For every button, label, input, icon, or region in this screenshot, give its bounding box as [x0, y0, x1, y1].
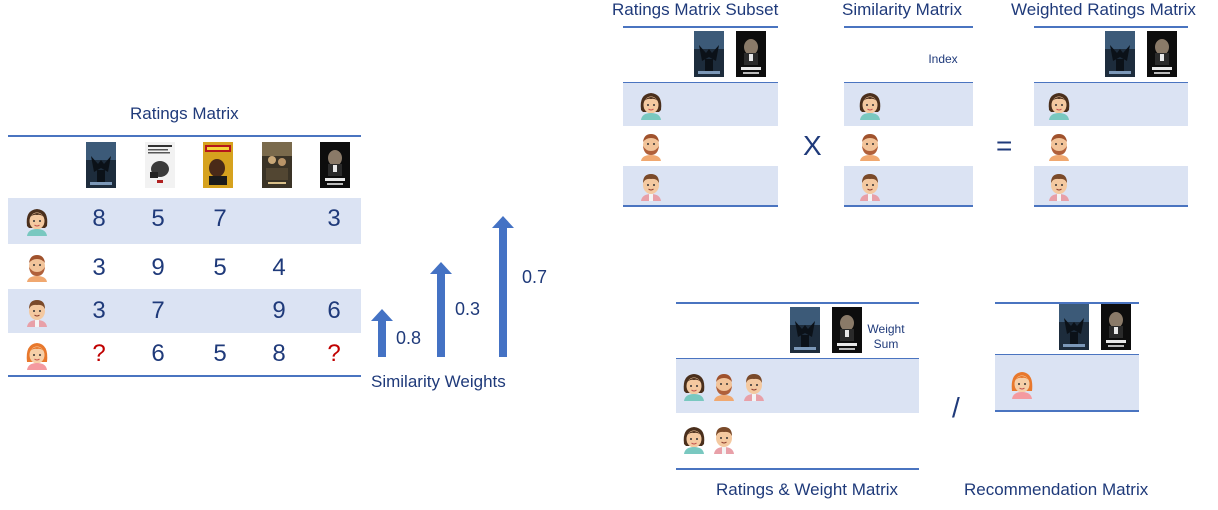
poster-godfather-icon: [1147, 31, 1177, 77]
poster-lotr-icon: [262, 142, 292, 188]
ratings-matrix-top-line: [8, 135, 361, 137]
rec-top-line: [995, 302, 1139, 304]
rating-cell: 4: [272, 254, 286, 281]
rw-bottom-line: [676, 468, 919, 470]
index-label: Index: [928, 52, 958, 66]
rating-cell: 8: [272, 340, 286, 367]
weight-value: 0.8: [396, 328, 422, 348]
weight-sum-label: Weight Sum: [862, 322, 910, 352]
poster-batman-icon: [694, 31, 724, 77]
rating-cell: 7: [151, 297, 165, 324]
weighted-bottom-line: [1034, 205, 1188, 207]
poster-godfather-icon: [1101, 304, 1131, 350]
avatar-man-beard-icon: [710, 371, 738, 401]
avatar-woman-dark-icon: [856, 90, 884, 120]
weighted-matrix-title: Weighted Ratings Matrix: [1011, 0, 1196, 19]
weight-arrow-2: [430, 262, 452, 357]
weight-value: 0.7: [522, 267, 548, 287]
rating-cell: 5: [151, 205, 165, 232]
avatar-woman-dark-icon: [680, 371, 708, 401]
rating-cell: 6: [151, 340, 165, 367]
similarity-weights-label: Similarity Weights: [371, 372, 506, 391]
weight-arrow-3: [492, 216, 514, 357]
rating-cell: 5: [213, 340, 227, 367]
avatar-woman-dark-icon: [1045, 90, 1073, 120]
poster-pulp-fiction-icon: [203, 142, 233, 188]
ratings-matrix-title: Ratings Matrix: [130, 104, 239, 123]
ratings-row-band-1: [8, 198, 361, 244]
weight-sum-line1: Weight: [867, 322, 905, 336]
rec-bottom-line: [995, 410, 1139, 412]
poster-batman-icon: [1059, 304, 1089, 350]
similarity-header-line: [844, 82, 973, 84]
weight-arrow-1: [371, 309, 393, 357]
subset-title: Ratings Matrix Subset: [612, 0, 779, 19]
multiply-operator: X: [803, 130, 822, 161]
similarity-top-line: [844, 26, 973, 28]
subset-bottom-line: [623, 205, 778, 207]
rating-cell-unknown: ?: [92, 340, 106, 367]
avatar-man-icon: [1045, 171, 1073, 201]
rating-cell: 8: [92, 205, 106, 232]
rating-cell: 3: [327, 205, 341, 232]
rec-header-line: [995, 354, 1139, 356]
rating-cell-unknown: ?: [327, 340, 341, 367]
avatar-man-icon: [856, 171, 884, 201]
poster-batman-icon: [86, 142, 116, 188]
avatar-woman-dark-icon: [23, 206, 51, 236]
rating-cell: 9: [272, 297, 286, 324]
rw-header-line: [676, 358, 919, 360]
rating-cell: 6: [327, 297, 341, 324]
subset-header-line: [623, 82, 778, 84]
ratings-row-band-3: [8, 289, 361, 333]
poster-godfather-icon: [832, 307, 862, 353]
avatar-man-icon: [710, 424, 738, 454]
rating-cell: 9: [151, 254, 165, 281]
avatar-man-beard-icon: [23, 252, 51, 282]
poster-film2-icon: [145, 142, 175, 188]
avatar-woman-dark-icon: [680, 424, 708, 454]
avatar-woman-dark-icon: [637, 90, 665, 120]
poster-godfather-icon: [736, 31, 766, 77]
avatar-man-icon: [740, 371, 768, 401]
poster-batman-icon: [790, 307, 820, 353]
rating-cell: 5: [213, 254, 227, 281]
avatar-man-beard-icon: [856, 131, 884, 161]
similarity-matrix-title: Similarity Matrix: [842, 0, 962, 19]
weighted-header-line: [1034, 82, 1188, 84]
rating-cell: 3: [92, 254, 106, 281]
divide-operator: /: [952, 392, 960, 423]
equals-operator: =: [996, 130, 1013, 161]
avatar-man-icon: [637, 171, 665, 201]
subset-top-line: [623, 26, 778, 28]
poster-godfather-icon: [320, 142, 350, 188]
rw-top-line: [676, 302, 919, 304]
rating-cell: 3: [92, 297, 106, 324]
weight-sum-line2: Sum: [873, 337, 899, 351]
rating-cell: 7: [213, 205, 227, 232]
recommendation-matrix-title: Recommendation Matrix: [964, 480, 1149, 499]
ratings-weight-matrix-title: Ratings & Weight Matrix: [716, 480, 899, 499]
weight-value: 0.3: [455, 299, 481, 319]
avatar-man-icon: [23, 297, 51, 327]
similarity-bottom-line: [844, 205, 973, 207]
avatar-man-beard-icon: [637, 131, 665, 161]
ratings-matrix-bottom-line: [8, 375, 361, 377]
avatar-man-beard-icon: [1045, 131, 1073, 161]
avatar-woman-red-icon: [23, 340, 51, 370]
avatar-woman-red-icon: [1008, 369, 1036, 399]
weighted-top-line: [1034, 26, 1188, 28]
poster-batman-icon: [1105, 31, 1135, 77]
